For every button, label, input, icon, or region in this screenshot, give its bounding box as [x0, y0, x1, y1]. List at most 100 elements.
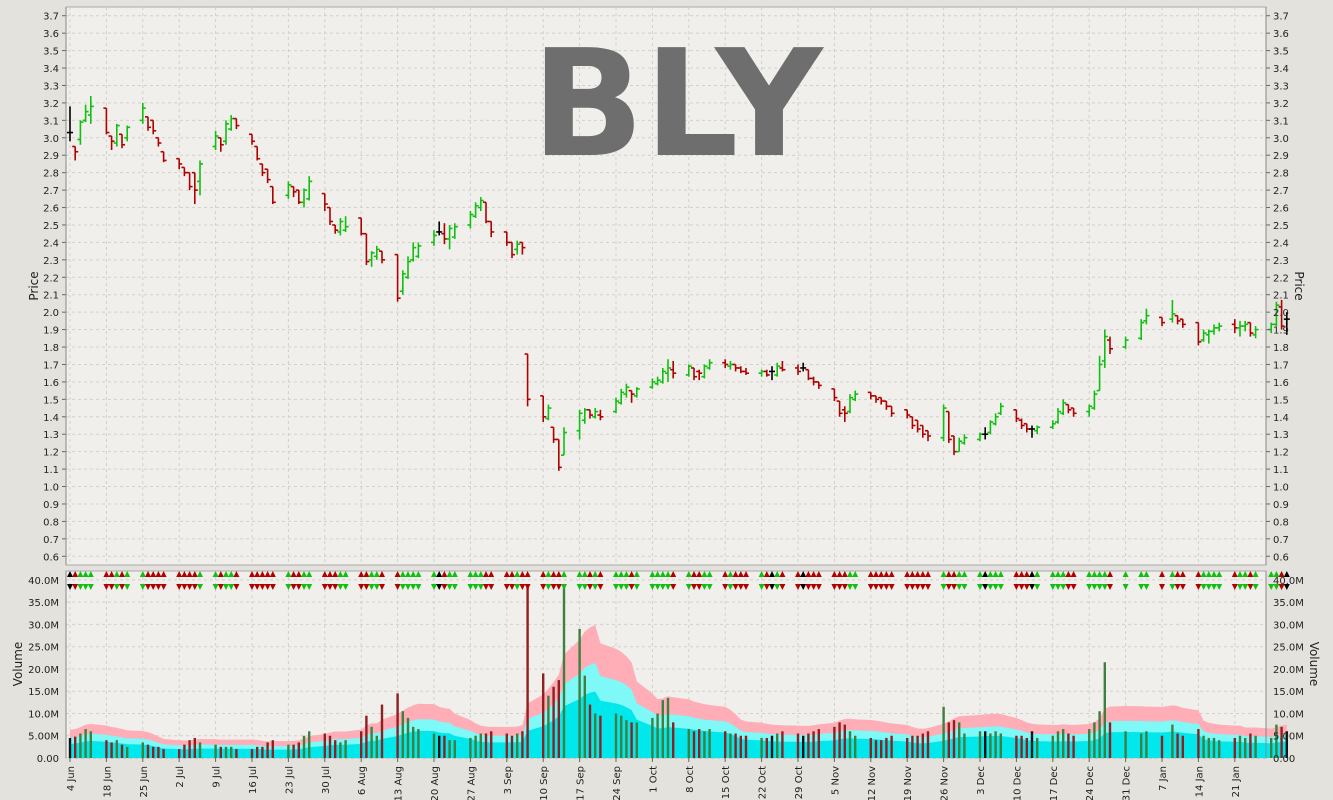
- signal-arrow-down: [82, 584, 89, 590]
- signal-arrow-down: [867, 584, 874, 590]
- volume-bar: [250, 749, 254, 758]
- signal-arrow-down: [1283, 584, 1290, 590]
- volume-bar: [552, 686, 555, 758]
- price-bar: [103, 107, 110, 135]
- signal-arrow-up: [691, 571, 697, 577]
- volume-bar: [978, 731, 982, 758]
- signal-arrow-down: [124, 584, 131, 590]
- volume-bar: [1093, 722, 1096, 758]
- price-bar: [1242, 320, 1249, 332]
- price-bar: [696, 369, 703, 381]
- signal-arrow-up: [1029, 571, 1035, 577]
- volume-bar: [651, 717, 654, 758]
- volume-bar: [1254, 735, 1257, 758]
- price-tick-label-left: 2.3: [43, 256, 59, 267]
- signal-arrow-up: [779, 571, 786, 577]
- volume-bar: [479, 733, 482, 758]
- price-bar: [155, 136, 162, 147]
- price-bar: [1018, 418, 1025, 429]
- volume-bar: [261, 746, 264, 758]
- price-tick-label-right: 3.0: [1273, 134, 1289, 145]
- volume-bar: [1238, 735, 1242, 758]
- price-bar: [139, 102, 146, 124]
- signal-arrow-up: [327, 571, 333, 577]
- volume-tick-label-right: 10.0M: [1273, 709, 1304, 720]
- volume-bar: [656, 713, 659, 758]
- volume-bar: [802, 735, 805, 758]
- price-bar: [1200, 329, 1207, 342]
- x-tick-label: 1 Oct: [648, 766, 659, 793]
- price-bar: [472, 202, 479, 218]
- signal-arrow-down: [301, 584, 307, 590]
- price-bar: [477, 197, 484, 212]
- price-bar: [1049, 420, 1056, 429]
- signal-arrow-down: [399, 584, 406, 590]
- volume-bar: [1244, 737, 1247, 758]
- price-bar: [1252, 326, 1259, 339]
- signal-arrow-up: [321, 571, 328, 577]
- price-bar: [249, 133, 255, 145]
- x-tick-label: 21 Jan: [1231, 766, 1242, 797]
- volume-bar: [105, 740, 108, 758]
- signal-arrow-down: [1055, 584, 1061, 590]
- volume-bar: [1051, 735, 1054, 758]
- signal-arrow-down: [269, 584, 276, 590]
- price-bar: [514, 240, 521, 255]
- volume-bar: [854, 735, 857, 758]
- signal-arrow-up: [295, 571, 302, 577]
- volume-bar: [765, 737, 768, 758]
- price-bar: [524, 353, 531, 407]
- volume-bar: [1015, 735, 1018, 758]
- signal-arrow-down: [1273, 584, 1280, 590]
- price-tick-label-left: 2.6: [43, 204, 59, 215]
- volume-bar: [375, 735, 378, 758]
- volume-bar: [594, 713, 597, 758]
- signal-arrow-up: [925, 571, 931, 577]
- volume-bar: [271, 740, 274, 758]
- volume-bar: [1020, 735, 1023, 758]
- signal-arrow-up: [212, 571, 219, 577]
- signal-arrow-down: [1138, 584, 1145, 590]
- signal-arrow-up: [732, 571, 739, 577]
- price-bar: [1070, 407, 1077, 417]
- signal-arrow-down: [212, 584, 219, 590]
- price-tick-label-right: 3.6: [1273, 29, 1289, 40]
- signal-arrow-up: [1174, 571, 1181, 577]
- price-bar: [82, 104, 89, 123]
- price-tick-label-left: 2.9: [43, 151, 59, 162]
- price-tick-label-right: 0.8: [1273, 517, 1289, 528]
- volume-band-inner: [70, 691, 1287, 758]
- signal-arrow-up: [592, 571, 599, 577]
- signal-arrow-down: [769, 584, 775, 590]
- signal-arrow-down: [618, 584, 625, 590]
- price-tick-label-left: 1.1: [43, 465, 59, 476]
- volume-bar: [256, 746, 259, 758]
- price-bar: [701, 364, 708, 379]
- x-tick-label: 18 Jun: [102, 766, 113, 798]
- signal-arrow-up: [1273, 571, 1280, 577]
- signal-arrow-up: [1101, 571, 1108, 577]
- signal-arrow-down: [696, 584, 703, 590]
- signal-markers: [67, 571, 1290, 590]
- volume-bar: [885, 737, 888, 758]
- price-bar: [722, 359, 729, 368]
- signal-arrow-down: [1096, 584, 1103, 590]
- signal-arrow-down: [805, 584, 812, 590]
- signal-arrow-up: [139, 571, 146, 577]
- signal-arrow-down: [623, 584, 630, 590]
- volume-bar: [916, 735, 919, 758]
- volume-bar: [848, 731, 852, 758]
- price-bar: [327, 206, 333, 225]
- price-tick-label-right: 3.4: [1273, 64, 1289, 75]
- price-bar: [618, 388, 625, 405]
- price-bar: [779, 360, 786, 372]
- signal-arrow-up: [249, 571, 255, 577]
- signal-arrow-down: [145, 584, 151, 590]
- volume-bar: [874, 740, 878, 758]
- signal-arrow-down: [363, 584, 370, 590]
- volume-bar: [1062, 729, 1065, 758]
- price-bar: [1216, 322, 1223, 332]
- volume-bar: [989, 733, 992, 758]
- x-tick-label: 10 Dec: [1012, 766, 1023, 800]
- volume-bar: [890, 735, 893, 758]
